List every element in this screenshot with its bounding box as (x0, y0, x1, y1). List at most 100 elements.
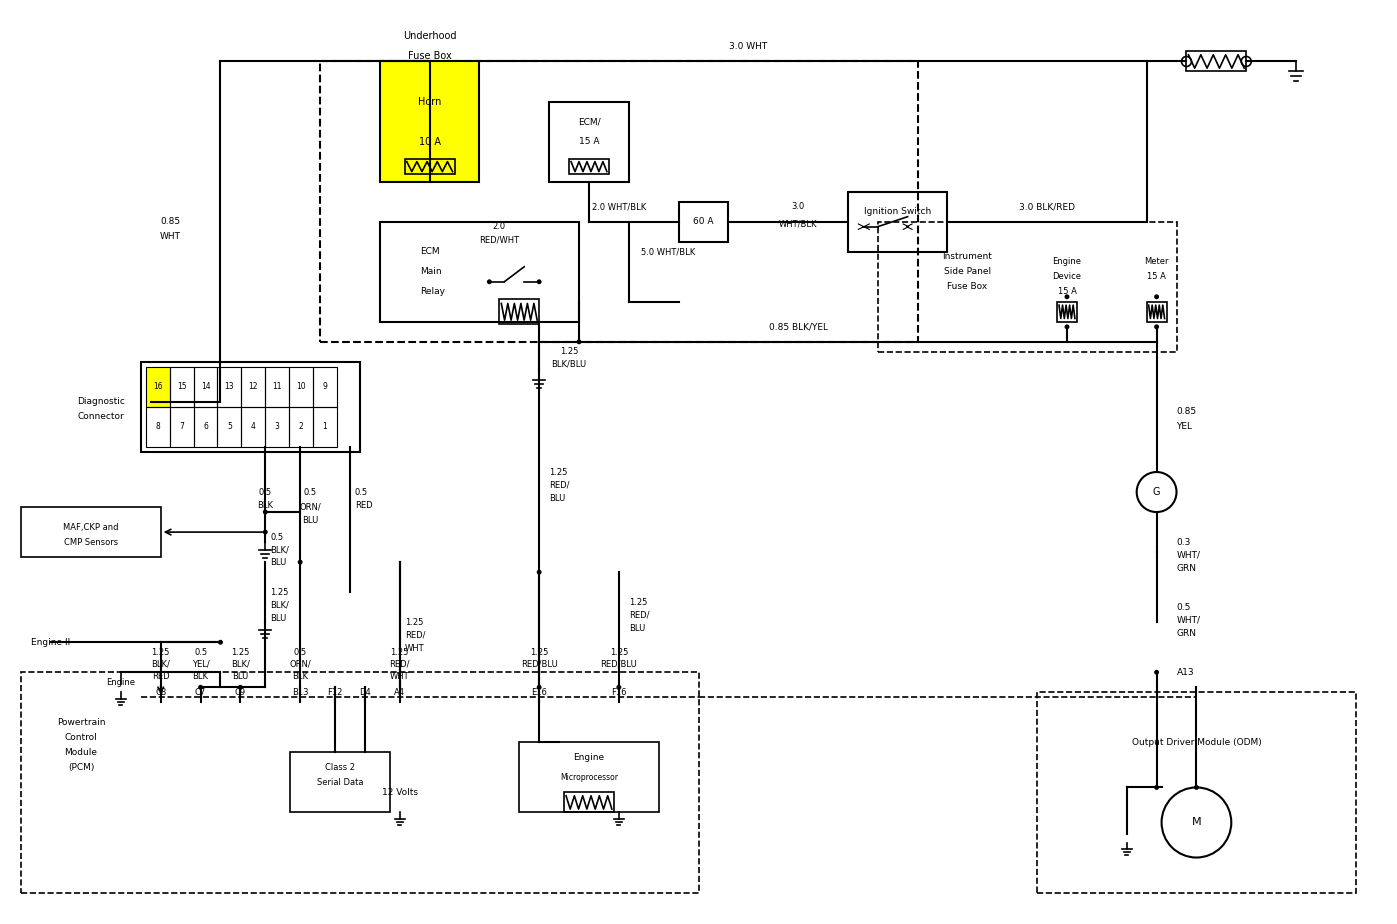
Text: Engine: Engine (573, 753, 605, 762)
Text: ECM: ECM (419, 248, 439, 256)
Circle shape (538, 280, 541, 284)
Text: 0.3: 0.3 (1176, 538, 1190, 547)
Text: 3.0 WHT: 3.0 WHT (729, 42, 767, 51)
Text: Fuse Box: Fuse Box (408, 52, 451, 62)
Circle shape (219, 640, 222, 644)
Text: 9: 9 (323, 383, 327, 392)
Text: Powertrain: Powertrain (57, 718, 105, 727)
Text: 0.5: 0.5 (194, 648, 207, 657)
Text: 2.0 WHT/BLK: 2.0 WHT/BLK (592, 202, 645, 212)
Text: CMP Sensors: CMP Sensors (64, 538, 119, 547)
Text: BLK: BLK (257, 501, 274, 509)
Text: 15: 15 (177, 383, 186, 392)
Text: Device: Device (1052, 273, 1081, 281)
Circle shape (488, 280, 492, 284)
Text: E16: E16 (531, 687, 548, 697)
Bar (549, 102, 629, 182)
Bar (21, 673, 698, 893)
Bar (313, 367, 337, 407)
Text: Relay: Relay (419, 287, 444, 297)
Text: 0.5: 0.5 (1176, 602, 1190, 612)
Text: 16: 16 (152, 383, 162, 392)
Text: BLU: BLU (232, 672, 249, 681)
Text: 5: 5 (226, 422, 232, 432)
Bar (380, 62, 479, 182)
Bar (145, 407, 169, 447)
Text: 1.25: 1.25 (609, 648, 629, 657)
Text: Main: Main (419, 267, 441, 276)
Text: Output Driver Module (ODM): Output Driver Module (ODM) (1132, 738, 1261, 747)
Bar (679, 201, 728, 242)
Text: WHT/BLK: WHT/BLK (780, 219, 817, 228)
Bar (569, 159, 609, 174)
Bar (564, 793, 613, 812)
Text: 3.0 BLK/RED: 3.0 BLK/RED (1018, 202, 1076, 212)
Circle shape (299, 560, 302, 564)
Text: BLK/: BLK/ (270, 601, 289, 610)
Text: 0.85: 0.85 (161, 217, 180, 226)
Text: Engine II: Engine II (31, 638, 70, 647)
Text: 14: 14 (201, 383, 211, 392)
Text: 0.5: 0.5 (293, 648, 307, 657)
Bar (520, 742, 658, 812)
Text: BLK/: BLK/ (231, 660, 250, 669)
Text: ECM/: ECM/ (577, 117, 601, 126)
Text: WHT/: WHT/ (1176, 551, 1200, 560)
Bar (313, 407, 337, 447)
Bar (499, 299, 539, 324)
Text: BLU: BLU (629, 624, 645, 633)
Text: 0.5: 0.5 (355, 488, 367, 496)
Bar (291, 752, 390, 812)
Text: 1.25: 1.25 (391, 648, 409, 657)
Text: Underhood: Underhood (402, 31, 457, 42)
Text: B13: B13 (292, 687, 309, 697)
Text: Serial Data: Serial Data (317, 778, 363, 787)
Text: 15 A: 15 A (1147, 273, 1166, 281)
Text: 2: 2 (299, 422, 303, 432)
Bar (265, 367, 289, 407)
Text: 13: 13 (225, 383, 235, 392)
Text: Module: Module (64, 748, 98, 757)
Bar (169, 407, 194, 447)
Text: Meter: Meter (1144, 257, 1169, 266)
Text: BLK/: BLK/ (151, 660, 170, 669)
Bar (242, 407, 265, 447)
Text: 0.5: 0.5 (303, 488, 317, 496)
Bar (194, 367, 218, 407)
Bar (169, 367, 194, 407)
Text: 10: 10 (296, 383, 306, 392)
Circle shape (538, 686, 541, 689)
Text: BLK: BLK (292, 672, 309, 681)
Text: Ignition Switch: Ignition Switch (865, 207, 932, 216)
Text: GRN: GRN (1176, 564, 1196, 573)
Text: RED/: RED/ (549, 480, 570, 490)
Bar (218, 407, 242, 447)
Text: BLK/: BLK/ (270, 545, 289, 554)
Text: RED/BLU: RED/BLU (601, 660, 637, 669)
Text: C9: C9 (235, 687, 246, 697)
Text: Side Panel: Side Panel (944, 267, 990, 276)
Bar (242, 367, 265, 407)
Text: 8: 8 (155, 422, 161, 432)
Bar (877, 222, 1176, 352)
Text: C8: C8 (155, 687, 166, 697)
Text: RED/: RED/ (390, 660, 409, 669)
Text: BLU: BLU (270, 614, 286, 623)
Text: 1.25: 1.25 (405, 618, 423, 626)
Text: RED/: RED/ (405, 631, 425, 639)
Text: 1.25: 1.25 (560, 347, 578, 357)
Text: A13: A13 (1176, 668, 1194, 676)
Text: WHT: WHT (390, 672, 409, 681)
Bar (289, 367, 313, 407)
Text: WHT: WHT (405, 644, 425, 652)
Circle shape (1066, 295, 1069, 298)
Bar (380, 222, 578, 322)
Circle shape (1155, 295, 1158, 298)
Text: 5.0 WHT/BLK: 5.0 WHT/BLK (641, 248, 696, 256)
Text: GRN: GRN (1176, 628, 1196, 638)
Text: ORN/: ORN/ (289, 660, 312, 669)
Text: Diagnostic: Diagnostic (77, 397, 124, 407)
Text: F12: F12 (327, 687, 342, 697)
Circle shape (577, 340, 581, 344)
Text: Instrument: Instrument (943, 252, 992, 261)
